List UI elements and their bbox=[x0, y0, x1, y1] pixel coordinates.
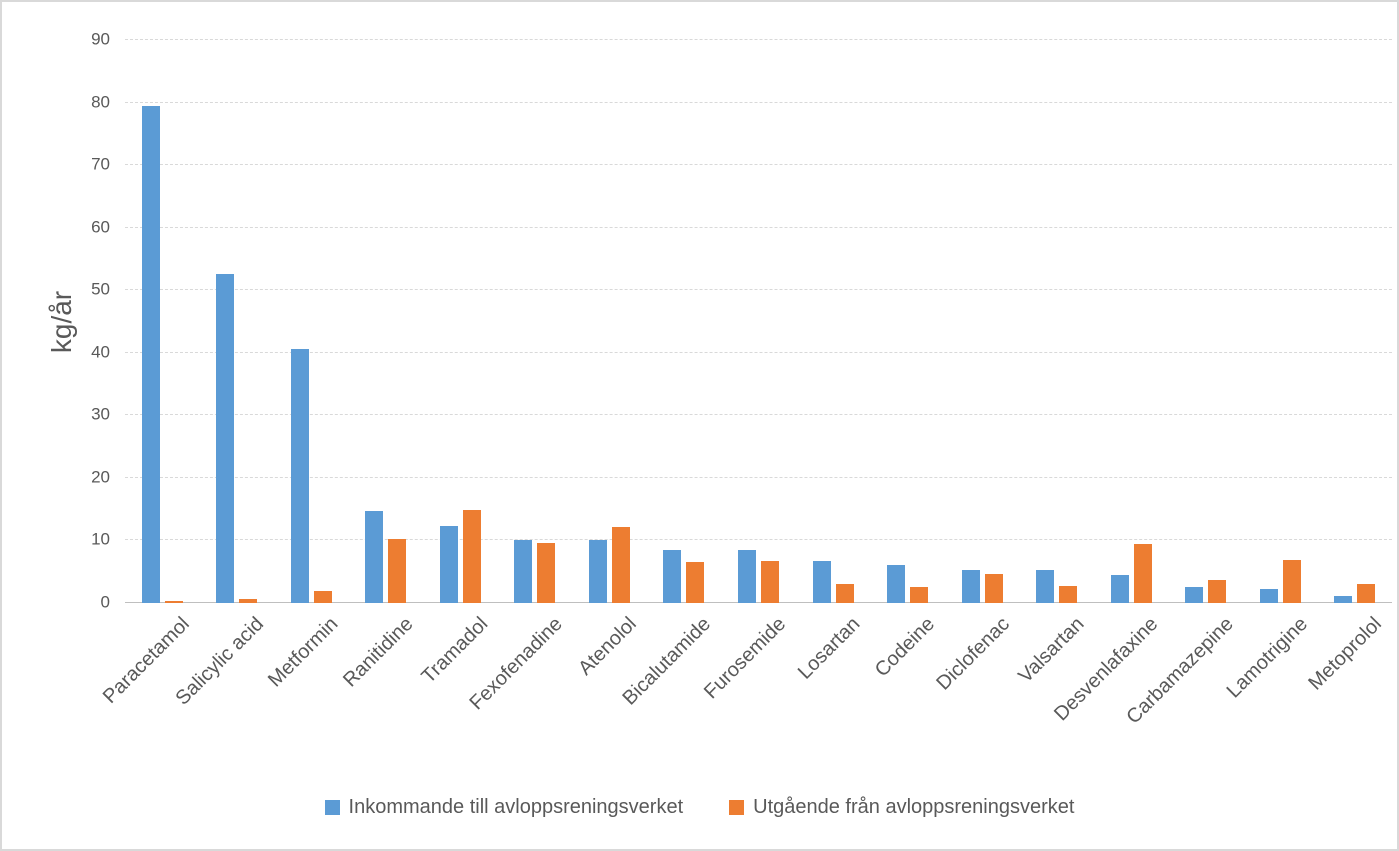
bar-inkommande-salicylic-acid bbox=[216, 273, 235, 603]
bar-group-desvenlafaxine: Desvenlafaxine bbox=[1050, 40, 1169, 725]
legend-item-utgaende: Utgående från avloppsreningsverket bbox=[729, 796, 1074, 819]
bar-group-bicalutamide: Bicalutamide bbox=[619, 40, 722, 710]
legend-item-inkommande: Inkommande till avloppsreningsverket bbox=[324, 796, 684, 819]
plot-area: 0 10 20 30 40 50 60 70 80 90 Paracetamol Salicylic… bbox=[91, 30, 1393, 728]
y-tick-label-50: 50 bbox=[91, 279, 110, 299]
x-tick-label-ranitidine: Ranitidine bbox=[338, 613, 418, 692]
gridline-40: 40 bbox=[91, 342, 1392, 361]
bar-utgaende-diclofenac bbox=[984, 573, 1003, 603]
x-tick-label-metformin: Metformin bbox=[264, 613, 343, 692]
bar-group-tramadol: Tramadol bbox=[417, 40, 498, 688]
bar-utgaende-metformin bbox=[313, 590, 332, 603]
bar-utgaende-paracetamol bbox=[164, 600, 183, 603]
bar-inkommande-paracetamol bbox=[141, 106, 160, 603]
y-tick-label-30: 30 bbox=[91, 404, 110, 424]
gridline-30: 30 bbox=[91, 405, 1392, 424]
x-axis-line: 0 bbox=[101, 593, 1392, 612]
bar-inkommande-valsartan bbox=[1036, 570, 1055, 603]
x-tick-label-diclofenac: Diclofenac bbox=[932, 613, 1014, 695]
legend-label: Inkommande till avloppsreningsverket bbox=[348, 796, 684, 818]
y-tick-label-80: 80 bbox=[91, 92, 110, 112]
bar-inkommande-diclofenac bbox=[961, 569, 980, 603]
bar-utgaende-atenolol bbox=[611, 526, 630, 603]
bar-utgaende-metoprolol bbox=[1357, 583, 1376, 603]
bar-group-salicylic-acid: Salicylic acid bbox=[172, 40, 275, 710]
x-tick-label-atenolol: Atenolol bbox=[574, 613, 642, 680]
legend-swatch-icon bbox=[324, 800, 340, 815]
bar-group-ranitidine: Ranitidine bbox=[339, 40, 424, 691]
bar-group-valsartan: Valsartan bbox=[1014, 40, 1094, 687]
y-tick-label-10: 10 bbox=[91, 530, 110, 550]
bar-group-paracetamol: Paracetamol bbox=[99, 40, 200, 708]
bar-utgaende-lamotrigine bbox=[1282, 559, 1301, 603]
gridline-80: 80 bbox=[91, 92, 1392, 111]
bar-utgaende-carbamazepine bbox=[1208, 580, 1227, 603]
y-tick-label-40: 40 bbox=[91, 342, 110, 362]
bar-utgaende-ranitidine bbox=[388, 538, 407, 603]
bar-utgaende-valsartan bbox=[1059, 585, 1078, 603]
bar-utgaende-furosemide bbox=[761, 561, 780, 603]
bar-inkommande-desvenlafaxine bbox=[1110, 575, 1129, 603]
gridline-10: 10 bbox=[91, 530, 1392, 549]
gridline-60: 60 bbox=[91, 217, 1392, 236]
bar-inkommande-metformin bbox=[290, 349, 309, 603]
gridline-20: 20 bbox=[91, 467, 1392, 486]
bar-group-losartan: Losartan bbox=[794, 40, 871, 684]
x-tick-label-losartan: Losartan bbox=[794, 613, 865, 684]
x-tick-label-valsartan: Valsartan bbox=[1013, 613, 1089, 688]
bar-inkommande-fexofenadine bbox=[514, 539, 533, 603]
bar-inkommande-ranitidine bbox=[365, 511, 384, 603]
bar-inkommande-atenolol bbox=[588, 540, 607, 603]
bar-group-atenolol: Atenolol bbox=[572, 40, 647, 680]
bar-group-metformin: Metformin bbox=[264, 40, 349, 691]
legend: Inkommande till avloppsreningsverket Utgå… bbox=[2, 796, 1397, 819]
y-tick-label-60: 60 bbox=[91, 217, 110, 237]
bar-inkommande-furosemide bbox=[738, 550, 757, 603]
bar-group-furosemide: Furosemide bbox=[700, 40, 796, 703]
legend-swatch-icon bbox=[729, 800, 745, 815]
legend-label: Utgående från avloppsreningsverket bbox=[753, 796, 1075, 818]
bar-utgaende-desvenlafaxine bbox=[1133, 544, 1152, 603]
bar-utgaende-salicylic-acid bbox=[239, 599, 258, 603]
bar-inkommande-codeine bbox=[887, 564, 906, 603]
gridline-50: 50 bbox=[91, 280, 1392, 299]
bar-group-fexofenadine: Fexofenadine bbox=[465, 40, 573, 714]
bar-utgaende-fexofenadine bbox=[537, 542, 556, 603]
bar-utgaende-tramadol bbox=[462, 510, 481, 603]
bar-inkommande-bicalutamide bbox=[663, 549, 682, 603]
bar-utgaende-codeine bbox=[910, 587, 929, 603]
x-tick-label-metoprolol: Metoprolol bbox=[1304, 613, 1387, 695]
bar-inkommande-losartan bbox=[812, 561, 831, 603]
y-axis-title: kg/år bbox=[46, 290, 77, 354]
bar-inkommande-lamotrigine bbox=[1259, 589, 1278, 603]
bar-inkommande-metoprolol bbox=[1334, 595, 1353, 603]
y-tick-label-20: 20 bbox=[91, 467, 110, 487]
bar-utgaende-losartan bbox=[835, 584, 854, 603]
bar-group-metoprolol: Metoprolol bbox=[1305, 40, 1393, 695]
gridline-70: 70 bbox=[91, 155, 1392, 174]
x-tick-label-tramadol: Tramadol bbox=[417, 613, 492, 688]
y-tick-label-90: 90 bbox=[91, 29, 110, 49]
bar-inkommande-carbamazepine bbox=[1185, 587, 1204, 603]
bar-inkommande-tramadol bbox=[439, 526, 458, 603]
bar-groups-layer: Paracetamol Salicylic acid Metformin Raniti… bbox=[99, 40, 1393, 728]
y-tick-label-70: 70 bbox=[91, 154, 110, 174]
x-tick-label-codeine: Codeine bbox=[870, 613, 940, 682]
bar-group-codeine: Codeine bbox=[870, 40, 945, 681]
y-tick-label-0: 0 bbox=[100, 592, 110, 612]
gridline-90: 90 bbox=[91, 30, 1392, 49]
bar-group-lamotrigine: Lamotrigine bbox=[1222, 40, 1318, 702]
bar-utgaende-bicalutamide bbox=[686, 562, 705, 603]
bar-group-diclofenac: Diclofenac bbox=[932, 40, 1020, 695]
bar-group-carbamazepine: Carbamazepine bbox=[1122, 40, 1243, 728]
